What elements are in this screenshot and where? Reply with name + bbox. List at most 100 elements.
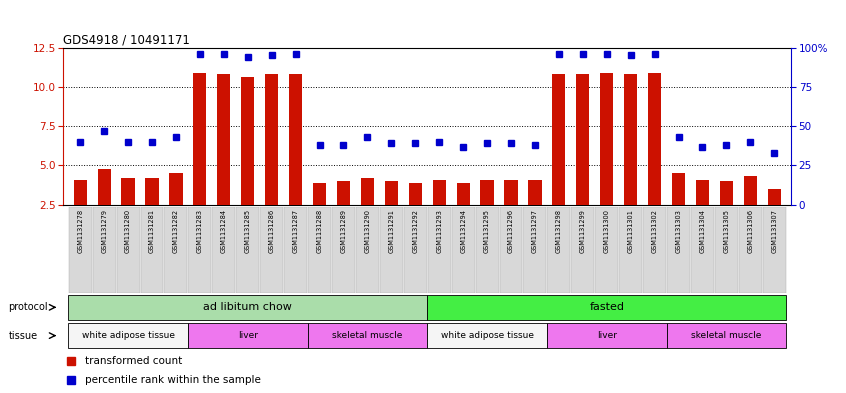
FancyBboxPatch shape (69, 323, 188, 348)
Text: GSM1131303: GSM1131303 (675, 209, 682, 253)
FancyBboxPatch shape (667, 323, 786, 348)
Text: GSM1131287: GSM1131287 (293, 209, 299, 253)
Bar (193, 73, 206, 205)
Text: GSM1131294: GSM1131294 (460, 209, 466, 253)
Text: ad libitum chow: ad libitum chow (203, 302, 292, 312)
Text: GSM1131280: GSM1131280 (125, 209, 131, 253)
Text: GSM1131291: GSM1131291 (388, 209, 394, 253)
Bar (169, 173, 183, 205)
FancyBboxPatch shape (69, 295, 427, 320)
Text: percentile rank within the sample: percentile rank within the sample (85, 375, 261, 386)
FancyBboxPatch shape (164, 207, 188, 293)
Bar (744, 176, 757, 205)
FancyBboxPatch shape (739, 207, 761, 293)
Text: GSM1131298: GSM1131298 (556, 209, 562, 253)
Text: GSM1131301: GSM1131301 (628, 209, 634, 253)
FancyBboxPatch shape (427, 323, 547, 348)
FancyBboxPatch shape (356, 207, 379, 293)
Text: liver: liver (238, 331, 258, 340)
Text: GSM1131300: GSM1131300 (604, 209, 610, 253)
Text: GSM1131279: GSM1131279 (102, 209, 107, 253)
FancyBboxPatch shape (93, 207, 116, 293)
Bar (289, 74, 302, 205)
FancyBboxPatch shape (715, 207, 738, 293)
FancyBboxPatch shape (547, 207, 570, 293)
Text: GSM1131293: GSM1131293 (437, 209, 442, 253)
Bar (265, 74, 278, 205)
FancyBboxPatch shape (188, 323, 308, 348)
FancyBboxPatch shape (691, 207, 714, 293)
Bar (696, 180, 709, 205)
FancyBboxPatch shape (261, 207, 283, 293)
Text: GSM1131304: GSM1131304 (700, 209, 706, 253)
Bar (720, 181, 733, 205)
Text: GSM1131292: GSM1131292 (412, 209, 418, 253)
FancyBboxPatch shape (547, 323, 667, 348)
Text: GSM1131283: GSM1131283 (197, 209, 203, 253)
Bar (552, 74, 565, 205)
Bar (146, 178, 158, 205)
FancyBboxPatch shape (380, 207, 403, 293)
Bar (360, 178, 374, 205)
FancyBboxPatch shape (117, 207, 140, 293)
Bar (600, 73, 613, 205)
Text: GSM1131302: GSM1131302 (651, 209, 657, 253)
Bar (313, 183, 326, 205)
Text: GSM1131288: GSM1131288 (316, 209, 322, 253)
Text: GSM1131290: GSM1131290 (365, 209, 371, 253)
FancyBboxPatch shape (428, 207, 451, 293)
Text: GDS4918 / 10491171: GDS4918 / 10491171 (63, 33, 190, 46)
FancyBboxPatch shape (643, 207, 666, 293)
Bar (672, 173, 685, 205)
Text: GSM1131299: GSM1131299 (580, 209, 585, 253)
FancyBboxPatch shape (189, 207, 212, 293)
FancyBboxPatch shape (667, 207, 690, 293)
Bar (217, 74, 230, 205)
Bar (767, 189, 781, 205)
FancyBboxPatch shape (308, 323, 427, 348)
FancyBboxPatch shape (571, 207, 594, 293)
Text: transformed count: transformed count (85, 356, 183, 366)
FancyBboxPatch shape (404, 207, 426, 293)
Bar (529, 180, 541, 205)
FancyBboxPatch shape (499, 207, 523, 293)
Text: skeletal muscle: skeletal muscle (691, 331, 761, 340)
Text: GSM1131306: GSM1131306 (747, 209, 753, 253)
FancyBboxPatch shape (619, 207, 642, 293)
FancyBboxPatch shape (524, 207, 547, 293)
Text: tissue: tissue (8, 331, 37, 341)
Text: GSM1131296: GSM1131296 (508, 209, 514, 253)
Bar (74, 180, 87, 205)
FancyBboxPatch shape (596, 207, 618, 293)
Bar (432, 180, 446, 205)
Bar (648, 73, 662, 205)
Bar (504, 180, 518, 205)
FancyBboxPatch shape (236, 207, 259, 293)
Text: fasted: fasted (589, 302, 624, 312)
Bar (457, 183, 470, 205)
Bar (241, 77, 255, 205)
FancyBboxPatch shape (212, 207, 235, 293)
Text: GSM1131289: GSM1131289 (340, 209, 347, 253)
Bar (576, 74, 590, 205)
Text: GSM1131286: GSM1131286 (269, 209, 275, 253)
FancyBboxPatch shape (69, 207, 91, 293)
FancyBboxPatch shape (140, 207, 163, 293)
Text: skeletal muscle: skeletal muscle (332, 331, 403, 340)
FancyBboxPatch shape (284, 207, 307, 293)
Text: liver: liver (596, 331, 617, 340)
FancyBboxPatch shape (475, 207, 498, 293)
FancyBboxPatch shape (427, 295, 786, 320)
Bar (624, 74, 637, 205)
Text: protocol: protocol (8, 302, 48, 312)
FancyBboxPatch shape (763, 207, 786, 293)
Text: GSM1131297: GSM1131297 (532, 209, 538, 253)
Text: GSM1131284: GSM1131284 (221, 209, 227, 253)
FancyBboxPatch shape (332, 207, 355, 293)
Bar (122, 178, 135, 205)
Text: white adipose tissue: white adipose tissue (81, 331, 174, 340)
Text: GSM1131282: GSM1131282 (173, 209, 179, 253)
Text: GSM1131281: GSM1131281 (149, 209, 155, 253)
FancyBboxPatch shape (308, 207, 331, 293)
Text: GSM1131305: GSM1131305 (723, 209, 729, 253)
